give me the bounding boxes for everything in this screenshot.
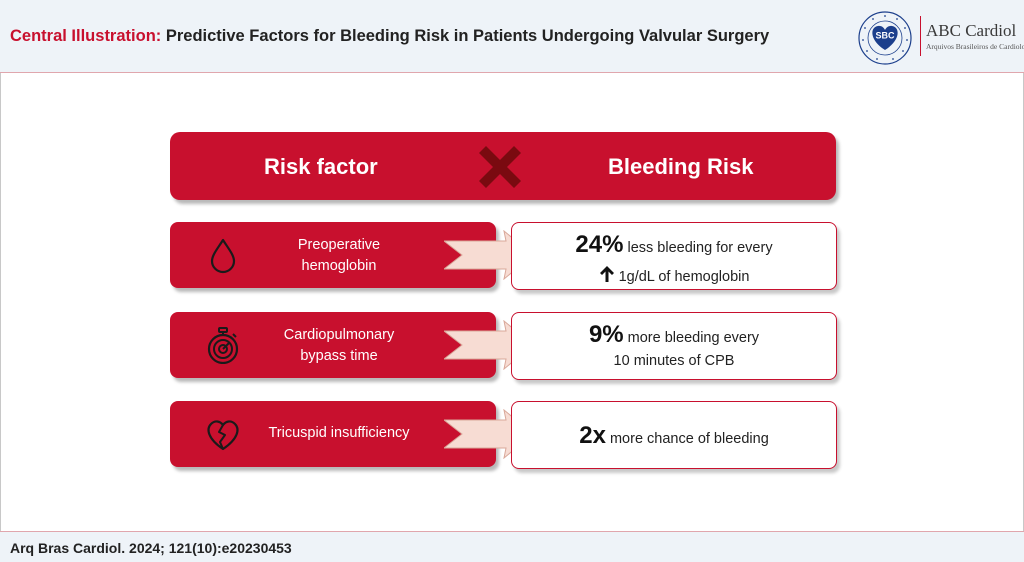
- result-percent: 9%: [588, 321, 624, 348]
- blood-drop-icon: [210, 238, 236, 274]
- abc-logo-title: ABC Cardiol: [926, 21, 1017, 40]
- factor-box-tricuspid: Tricuspid insufficiency: [170, 401, 496, 467]
- arrow-icon: [444, 230, 534, 280]
- arrow-icon: [444, 320, 534, 370]
- citation: Arq Bras Cardiol. 2024; 121(10):e2023045…: [10, 540, 292, 556]
- abc-logo-subtitle: Arquivos Brasileiros de Cardiologia: [926, 42, 1024, 51]
- abc-cardiol-logo: ABC Cardiol Arquivos Brasileiros de Card…: [926, 21, 1024, 51]
- sbc-logo-icon: SBC: [858, 11, 912, 65]
- arrow-icon: [444, 409, 534, 459]
- arrow-up-icon: [599, 266, 614, 282]
- result-box-hemoglobin: 24% less bleeding for every 1g/dL of hem…: [511, 222, 837, 290]
- factor-label-line1: Tricuspid insufficiency: [268, 425, 410, 441]
- logo-divider: [920, 16, 921, 56]
- result-text: more chance of bleeding: [605, 431, 769, 447]
- factor-box-hemoglobin: Preoperative hemoglobin: [170, 222, 496, 288]
- factor-box-cpb: Cardiopulmonary bypass time: [170, 312, 496, 378]
- factor-label-line2: hemoglobin: [301, 258, 377, 274]
- factor-label-line2: bypass time: [300, 348, 378, 364]
- page-title: Central Illustration: Predictive Factors…: [10, 27, 769, 46]
- cross-icon: [479, 146, 521, 188]
- title-rest: Predictive Factors for Bleeding Risk in …: [161, 27, 770, 45]
- result-box-cpb: 9% more bleeding every 10 minutes of CPB: [511, 312, 837, 380]
- header-bar: Central Illustration: Predictive Factors…: [0, 0, 1024, 73]
- factor-label-line1: Cardiopulmonary: [283, 327, 395, 343]
- result-box-tricuspid: 2x more chance of bleeding: [511, 401, 837, 469]
- result-multiplier: 2x: [579, 422, 606, 449]
- bleeding-risk-heading: Bleeding Risk: [608, 154, 754, 179]
- result-text: more bleeding every: [623, 330, 760, 346]
- result-percent: 24%: [575, 231, 624, 258]
- footer-bar: Arq Bras Cardiol. 2024; 121(10):e2023045…: [0, 531, 1024, 562]
- result-line2: 10 minutes of CPB: [613, 353, 735, 369]
- broken-heart-icon: [207, 420, 239, 451]
- risk-factor-heading: Risk factor: [264, 154, 378, 179]
- stopwatch-icon: [207, 327, 239, 364]
- sbc-logo-text: SBC: [875, 31, 895, 41]
- title-lead: Central Illustration:: [10, 27, 162, 45]
- factor-label-line1: Preoperative: [297, 237, 381, 253]
- result-line2: 1g/dL of hemoglobin: [618, 269, 750, 285]
- result-text: less bleeding for every: [623, 240, 773, 256]
